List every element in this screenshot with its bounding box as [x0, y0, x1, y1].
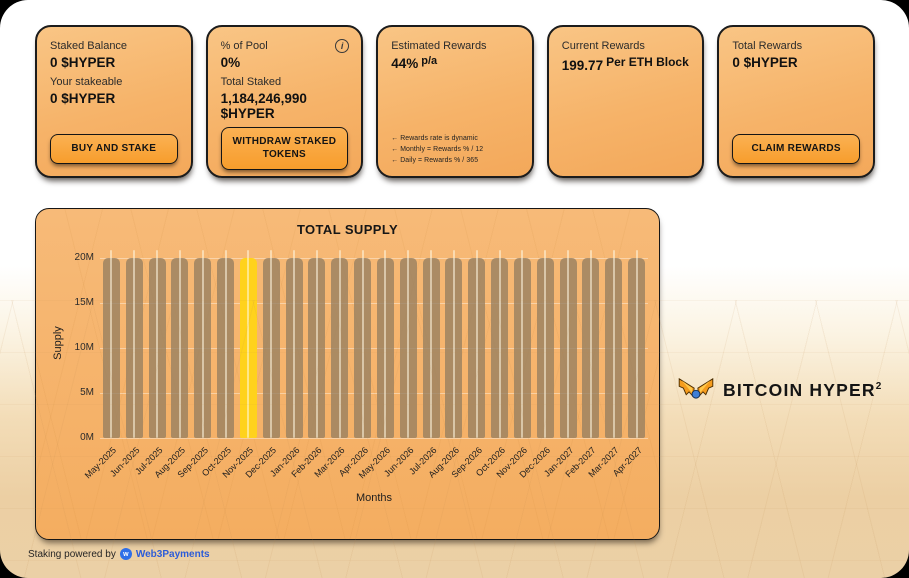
claim-rewards-button[interactable]: CLAIM REWARDS	[732, 133, 860, 164]
footer: Staking powered by w Web3Payments	[28, 548, 210, 560]
buy-and-stake-button[interactable]: BUY AND STAKE	[50, 133, 178, 164]
bar-whisker	[201, 250, 204, 438]
pool-percent-value: 0%	[220, 55, 241, 70]
bar-whisker	[407, 250, 410, 438]
bar-whisker	[544, 250, 547, 438]
web3payments-link[interactable]: Web3Payments	[135, 548, 210, 560]
bar-whisker	[315, 250, 318, 438]
bar-whisker	[361, 250, 364, 438]
y-axis-tick: 20M	[74, 252, 94, 263]
bar-whisker	[224, 250, 227, 438]
gridline	[100, 303, 648, 304]
estimated-rewards-value: 44% p/a	[391, 55, 438, 71]
bar-whisker	[589, 250, 592, 438]
bar-whisker	[178, 250, 181, 438]
bar-whisker	[567, 250, 570, 438]
bar-whisker	[521, 250, 524, 438]
per-eth-block-suffix: Per ETH Block	[606, 55, 689, 69]
bar-whisker	[247, 250, 250, 438]
your-stakeable-value: 0 $HYPER	[50, 91, 116, 106]
web3payments-icon: w	[119, 548, 132, 560]
bar-whisker	[293, 250, 296, 438]
total-supply-chart: TOTAL SUPPLY Supply 0M 5M 10M 15M 20M May-202…	[35, 208, 660, 540]
bar-whisker	[338, 250, 341, 438]
y-axis-tick: 15M	[74, 297, 94, 308]
bar-whisker	[452, 250, 455, 438]
your-stakeable-label: Your stakeable	[50, 76, 123, 88]
staked-balance-label: Staked Balance	[50, 40, 128, 52]
x-axis-title: Months	[355, 492, 393, 504]
bar-whisker	[384, 250, 387, 438]
estimated-rewards-card: Estimated Rewards 44% p/a ← Rewards rate …	[376, 25, 534, 178]
info-icon[interactable]: i	[335, 39, 350, 53]
pool-percent-label: % of Pool	[220, 40, 268, 52]
bar-whisker	[498, 250, 501, 438]
bar-whisker	[635, 250, 638, 438]
bar-whisker	[110, 250, 113, 438]
gridline	[100, 348, 648, 349]
total-staked-label: Total Staked	[220, 76, 282, 88]
gridline	[100, 438, 648, 439]
withdraw-staked-tokens-button[interactable]: WITHDRAW STAKED TOKENS	[220, 127, 349, 170]
wings-emblem-icon	[678, 377, 714, 399]
total-rewards-value: 0 $HYPER	[732, 55, 798, 70]
y-axis-tick: 10M	[74, 342, 94, 353]
rewards-note: ← Daily = Rewards % / 365	[391, 157, 479, 164]
bar-whisker	[430, 250, 433, 438]
staked-balance-card: Staked Balance 0 $HYPER Your stakeable 0…	[35, 25, 193, 178]
y-axis-tick: 0M	[80, 432, 94, 443]
bitcoin-hyper-logo: BITCOIN HYPER2	[677, 376, 882, 404]
per-annum-suffix: p/a	[421, 55, 438, 67]
current-rewards-value: 199.77 Per ETH Block	[561, 55, 689, 73]
total-rewards-label: Total Rewards	[732, 40, 803, 52]
estimated-rewards-label: Estimated Rewards	[391, 40, 487, 52]
current-rewards-card: Current Rewards 199.77 Per ETH Block	[546, 25, 705, 178]
gridline	[100, 258, 648, 259]
total-rewards-card: Total Rewards 0 $HYPER CLAIM REWARDS	[717, 25, 875, 178]
rewards-notes: ← Rewards rate is dynamic ← Monthly = Re…	[391, 135, 519, 164]
rewards-note: ← Monthly = Rewards % / 12	[391, 146, 484, 153]
stat-cards-row: Staked Balance 0 $HYPER Your stakeable 0…	[35, 25, 875, 178]
chart-plot: 0M 5M 10M 15M 20M May-2025 Jun-2025 Jul-2025 Aug…	[75, 209, 648, 509]
chart-title: TOTAL SUPPLY	[296, 222, 399, 237]
bar-whisker	[133, 250, 136, 438]
staked-balance-value: 0 $HYPER	[50, 55, 116, 70]
bar-whisker	[475, 250, 478, 438]
bar-whisker	[612, 250, 615, 438]
y-axis-tick: 5M	[80, 387, 94, 398]
bar-whisker	[270, 250, 273, 438]
total-staked-value: 1,184,246,990 $HYPER	[220, 91, 307, 121]
gridline	[100, 393, 648, 394]
pool-card: i % of Pool 0% Total Staked 1,184,246,99…	[205, 25, 364, 178]
current-rewards-label: Current Rewards	[561, 40, 645, 52]
rewards-note: ← Rewards rate is dynamic	[391, 135, 478, 142]
logo-wordmark: BITCOIN HYPER2	[723, 379, 883, 400]
logo-superscript: 2	[875, 380, 883, 392]
powered-by-text: Staking powered by	[28, 548, 116, 560]
bar-whisker	[156, 250, 159, 438]
